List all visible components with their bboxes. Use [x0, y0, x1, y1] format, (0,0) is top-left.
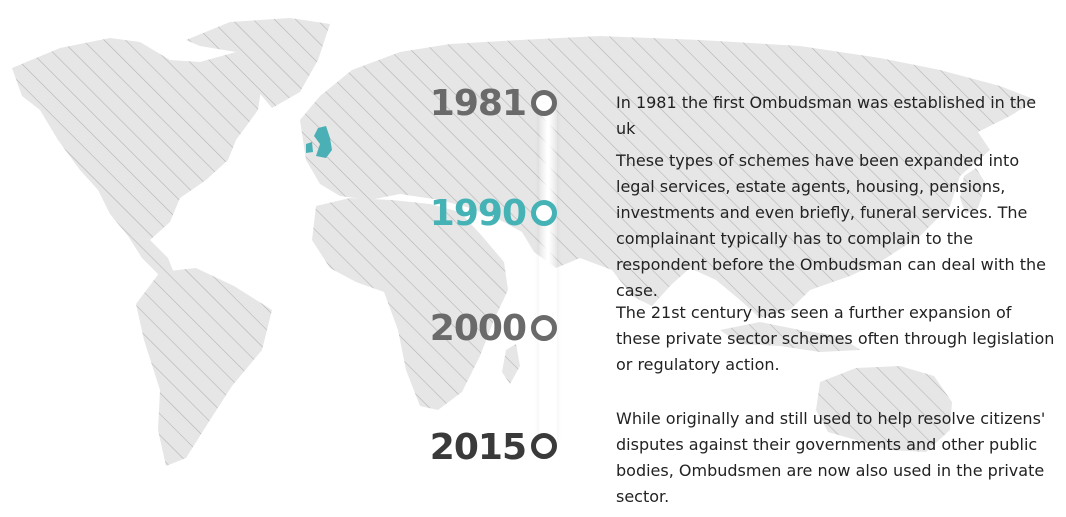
- timeline-dot-1990[interactable]: [531, 200, 557, 226]
- central-america-shape: [128, 236, 176, 278]
- indonesia-shape: [720, 322, 860, 352]
- continents: [12, 18, 1036, 466]
- madagascar-shape: [502, 344, 520, 384]
- year-label-1990[interactable]: 1990: [429, 193, 527, 234]
- timeline-entry-2000: The 21st century has seen a further expa…: [616, 303, 1055, 374]
- year-label-2015[interactable]: 2015: [429, 427, 527, 468]
- africa-shape: [312, 198, 508, 410]
- south-america-shape: [136, 268, 272, 466]
- timeline-dot-2015[interactable]: [531, 433, 557, 459]
- year-label-2000[interactable]: 2000: [429, 308, 527, 349]
- north-america-shape: [12, 38, 262, 240]
- timeline-rail: [539, 100, 557, 445]
- japan-shape: [960, 168, 986, 214]
- uk-highlight-icon: [306, 126, 332, 158]
- greenland-shape: [186, 18, 330, 108]
- year-label-1981[interactable]: 1981: [429, 83, 527, 124]
- timeline-dot-1981[interactable]: [531, 90, 557, 116]
- timeline-entry-1990: These types of schemes have been expande…: [616, 151, 1046, 300]
- timeline-entry-1981: In 1981 the first Ombudsman was establis…: [616, 93, 1037, 138]
- timeline-dot-2000[interactable]: [531, 315, 557, 341]
- australia-shape: [816, 366, 952, 452]
- eurasia-shape: [300, 36, 1036, 318]
- timeline-entry-2015: While originally and still used to help …: [616, 409, 1046, 506]
